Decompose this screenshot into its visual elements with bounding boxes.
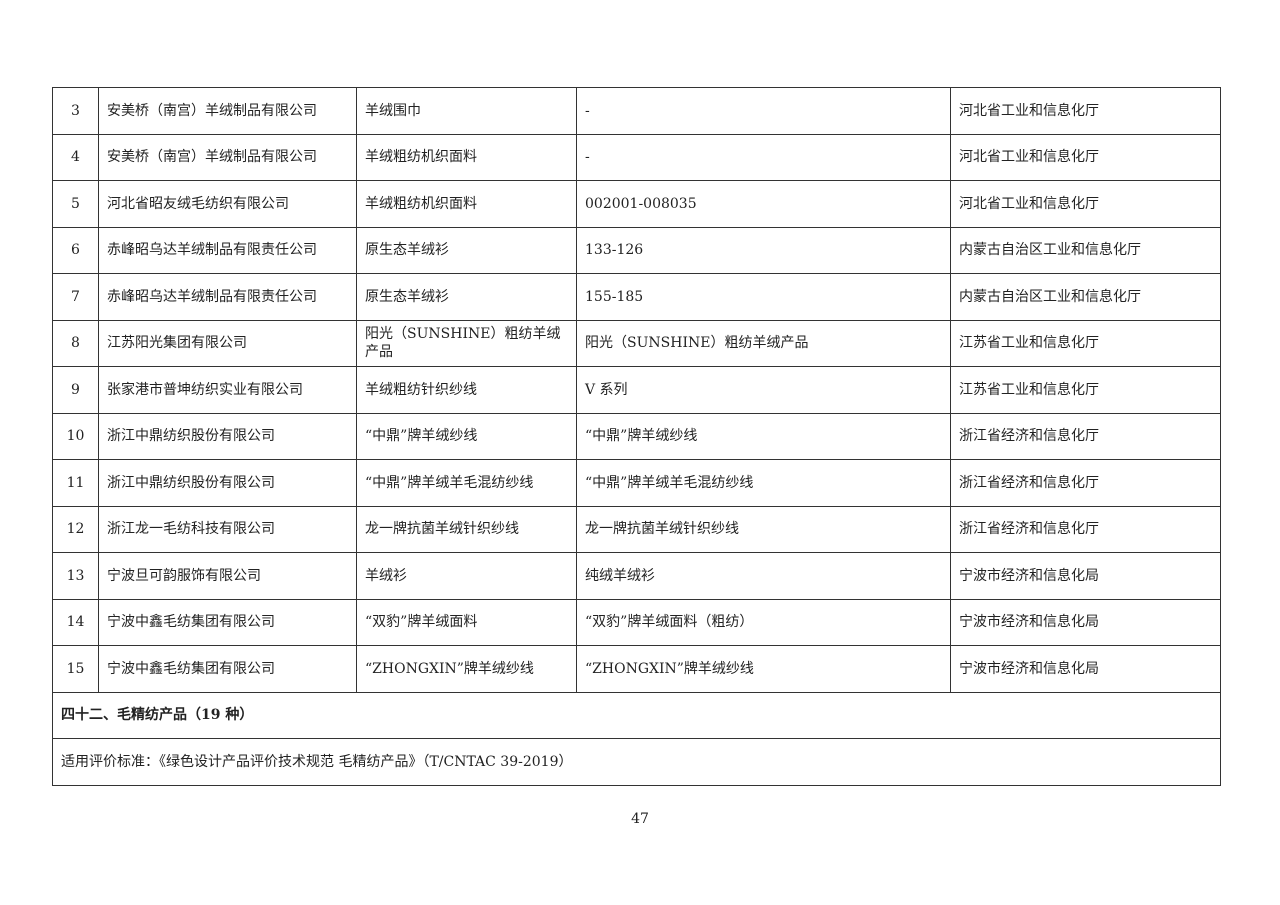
cell-company: 浙江中鼎纺织股份有限公司 xyxy=(98,459,357,507)
cell-model: 阳光（SUNSHINE）粗纺羊绒产品 xyxy=(576,319,951,367)
cell-company: 赤峰昭乌达羊绒制品有限责任公司 xyxy=(98,273,357,321)
cell-product: 羊绒围巾 xyxy=(356,87,577,135)
cell-dept: 宁波市经济和信息化局 xyxy=(950,552,1221,600)
cell-product: 原生态羊绒衫 xyxy=(356,273,577,321)
cell-dept: 河北省工业和信息化厅 xyxy=(950,87,1221,135)
cell-model: 155-185 xyxy=(576,273,951,321)
table-row: 13 宁波旦可韵服饰有限公司 羊绒衫 纯绒羊绒衫 宁波市经济和信息化局 xyxy=(52,552,1221,600)
cell-no: 10 xyxy=(52,412,99,460)
cell-company: 宁波旦可韵服饰有限公司 xyxy=(98,552,357,600)
cell-dept: 河北省工业和信息化厅 xyxy=(950,180,1221,228)
cell-dept: 内蒙古自治区工业和信息化厅 xyxy=(950,273,1221,321)
cell-dept: 浙江省经济和信息化厅 xyxy=(950,412,1221,460)
cell-product: “中鼎”牌羊绒纱线 xyxy=(356,412,577,460)
cell-company: 宁波中鑫毛纺集团有限公司 xyxy=(98,645,357,693)
cell-model: “双豹”牌羊绒面料（粗纺） xyxy=(576,598,951,646)
cell-no: 11 xyxy=(52,459,99,507)
cell-company: 河北省昭友绒毛纺织有限公司 xyxy=(98,180,357,228)
cell-no: 7 xyxy=(52,273,99,321)
cell-company: 安美桥（南宫）羊绒制品有限公司 xyxy=(98,133,357,181)
cell-company: 浙江龙一毛纺科技有限公司 xyxy=(98,505,357,553)
cell-dept: 河北省工业和信息化厅 xyxy=(950,133,1221,181)
table-row: 6 赤峰昭乌达羊绒制品有限责任公司 原生态羊绒衫 133-126 内蒙古自治区工业和信息… xyxy=(52,226,1221,274)
table-row: 8 江苏阳光集团有限公司 阳光（SUNSHINE）粗纺羊绒产品 阳光（SUNSHINE… xyxy=(52,319,1221,367)
cell-product: 龙一牌抗菌羊绒针织纱线 xyxy=(356,505,577,553)
cell-product: 羊绒粗纺机织面料 xyxy=(356,133,577,181)
cell-product: “双豹”牌羊绒面料 xyxy=(356,598,577,646)
cell-dept: 内蒙古自治区工业和信息化厅 xyxy=(950,226,1221,274)
cell-model: - xyxy=(576,133,951,181)
table-row: 5 河北省昭友绒毛纺织有限公司 羊绒粗纺机织面料 002001-008035 河北省工业… xyxy=(52,180,1221,228)
section-title: 四十二、毛精纺产品（19 种） xyxy=(52,691,1221,739)
cell-dept: 宁波市经济和信息化局 xyxy=(950,598,1221,646)
table-row: 14 宁波中鑫毛纺集团有限公司 “双豹”牌羊绒面料 “双豹”牌羊绒面料（粗纺） 宁波市经… xyxy=(52,598,1221,646)
table-row: 10 浙江中鼎纺织股份有限公司 “中鼎”牌羊绒纱线 “中鼎”牌羊绒纱线 浙江省经济和信息… xyxy=(52,412,1221,460)
cell-model: - xyxy=(576,87,951,135)
cell-no: 12 xyxy=(52,505,99,553)
table-row: 3 安美桥（南宫）羊绒制品有限公司 羊绒围巾 - 河北省工业和信息化厅 xyxy=(52,87,1221,135)
cell-dept: 浙江省经济和信息化厅 xyxy=(950,459,1221,507)
table-row: 15 宁波中鑫毛纺集团有限公司 “ZHONGXIN”牌羊绒纱线 “ZHONGXIN”牌… xyxy=(52,645,1221,693)
cell-model: “ZHONGXIN”牌羊绒纱线 xyxy=(576,645,951,693)
cell-company: 浙江中鼎纺织股份有限公司 xyxy=(98,412,357,460)
cell-company: 赤峰昭乌达羊绒制品有限责任公司 xyxy=(98,226,357,274)
cell-no: 5 xyxy=(52,180,99,228)
cell-no: 13 xyxy=(52,552,99,600)
cell-dept: 浙江省经济和信息化厅 xyxy=(950,505,1221,553)
page-number: 47 xyxy=(631,811,649,827)
cell-no: 8 xyxy=(52,319,99,367)
table-row: 12 浙江龙一毛纺科技有限公司 龙一牌抗菌羊绒针织纱线 龙一牌抗菌羊绒针织纱线 浙江省经… xyxy=(52,505,1221,553)
cell-model: 002001-008035 xyxy=(576,180,951,228)
cell-no: 14 xyxy=(52,598,99,646)
cell-no: 3 xyxy=(52,87,99,135)
section-row: 四十二、毛精纺产品（19 种） xyxy=(52,691,1221,739)
table-row: 11 浙江中鼎纺织股份有限公司 “中鼎”牌羊绒羊毛混纺纱线 “中鼎”牌羊绒羊毛混纺纱线… xyxy=(52,459,1221,507)
table-row: 9 张家港市普坤纺织实业有限公司 羊绒粗纺针织纱线 V 系列 江苏省工业和信息化厅 xyxy=(52,366,1221,414)
standard-text: 适用评价标准：《绿色设计产品评价技术规范 毛精纺产品》（T/CNTAC 39-2… xyxy=(52,738,1221,786)
cell-product: “ZHONGXIN”牌羊绒纱线 xyxy=(356,645,577,693)
cell-model: “中鼎”牌羊绒羊毛混纺纱线 xyxy=(576,459,951,507)
cell-model: 133-126 xyxy=(576,226,951,274)
cell-product: “中鼎”牌羊绒羊毛混纺纱线 xyxy=(356,459,577,507)
cell-no: 4 xyxy=(52,133,99,181)
cell-company: 安美桥（南宫）羊绒制品有限公司 xyxy=(98,87,357,135)
cell-model: V 系列 xyxy=(576,366,951,414)
product-table: 3 安美桥（南宫）羊绒制品有限公司 羊绒围巾 - 河北省工业和信息化厅 4 安美桥（南宫）羊… xyxy=(52,87,1221,786)
cell-dept: 宁波市经济和信息化局 xyxy=(950,645,1221,693)
cell-company: 宁波中鑫毛纺集团有限公司 xyxy=(98,598,357,646)
cell-model: 龙一牌抗菌羊绒针织纱线 xyxy=(576,505,951,553)
cell-product: 羊绒粗纺机织面料 xyxy=(356,180,577,228)
cell-model: 纯绒羊绒衫 xyxy=(576,552,951,600)
cell-dept: 江苏省工业和信息化厅 xyxy=(950,366,1221,414)
table-row: 4 安美桥（南宫）羊绒制品有限公司 羊绒粗纺机织面料 - 河北省工业和信息化厅 xyxy=(52,133,1221,181)
cell-no: 15 xyxy=(52,645,99,693)
cell-product: 羊绒衫 xyxy=(356,552,577,600)
cell-no: 9 xyxy=(52,366,99,414)
cell-product: 原生态羊绒衫 xyxy=(356,226,577,274)
cell-company: 张家港市普坤纺织实业有限公司 xyxy=(98,366,357,414)
cell-company: 江苏阳光集团有限公司 xyxy=(98,319,357,367)
cell-product: 羊绒粗纺针织纱线 xyxy=(356,366,577,414)
cell-no: 6 xyxy=(52,226,99,274)
cell-model: “中鼎”牌羊绒纱线 xyxy=(576,412,951,460)
table-row: 7 赤峰昭乌达羊绒制品有限责任公司 原生态羊绒衫 155-185 内蒙古自治区工业和信息… xyxy=(52,273,1221,321)
cell-dept: 江苏省工业和信息化厅 xyxy=(950,319,1221,367)
cell-product: 阳光（SUNSHINE）粗纺羊绒产品 xyxy=(356,319,577,367)
standard-row: 适用评价标准：《绿色设计产品评价技术规范 毛精纺产品》（T/CNTAC 39-2… xyxy=(52,738,1221,786)
